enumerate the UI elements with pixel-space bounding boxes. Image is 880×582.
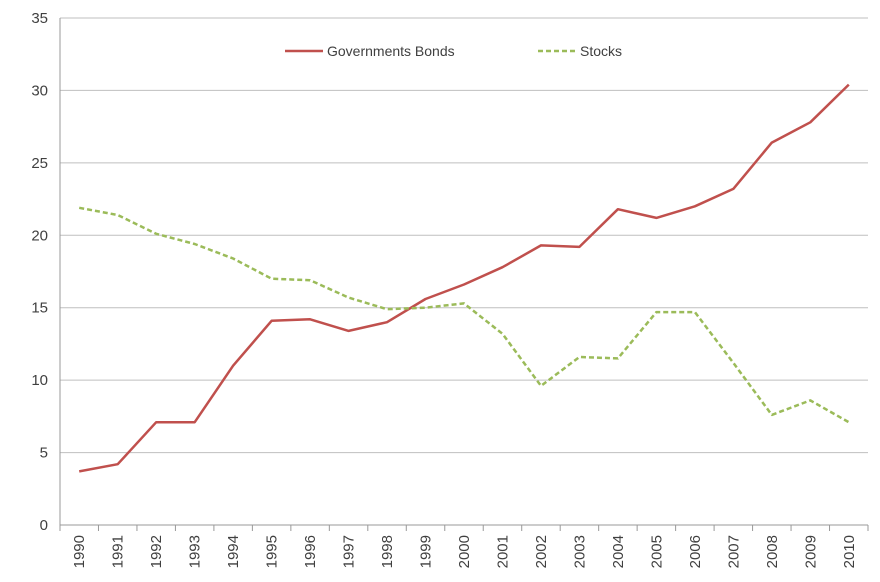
- x-tick-label: 2004: [610, 535, 627, 568]
- series-line-stocks: [78, 206, 850, 424]
- x-tick-label: 2002: [533, 535, 550, 568]
- legend-label: Stocks: [580, 43, 622, 59]
- y-tick-label: 10: [31, 372, 48, 389]
- grid-lines: [60, 17, 868, 454]
- legend-label: Governments Bonds: [327, 43, 455, 59]
- y-tick-label: 25: [31, 155, 48, 172]
- x-tick-label: 1997: [341, 535, 358, 568]
- tick-labels: 0 5 10 15 20 25 30 35 1990 1991 1992 1993 1994 1995 19…: [31, 10, 857, 568]
- y-tick-label: 35: [31, 10, 48, 27]
- x-tick-label: 2007: [725, 535, 742, 568]
- x-tick-label: 1994: [225, 535, 242, 568]
- x-tick-label: 2008: [764, 535, 781, 568]
- x-tick-label: 2010: [841, 535, 858, 568]
- x-tick-label: 1992: [148, 535, 165, 568]
- x-tick-label: 2006: [687, 535, 704, 568]
- x-tick-label: 2001: [494, 535, 511, 568]
- x-tick-label: 1998: [379, 535, 396, 568]
- x-tick-label: 2005: [648, 535, 665, 568]
- y-tick-label: 5: [40, 445, 48, 462]
- x-tick-label: 1999: [418, 535, 435, 568]
- x-tick-label: 2009: [802, 535, 819, 568]
- x-tick-label: 2000: [456, 535, 473, 568]
- x-tick-label: 1991: [110, 535, 127, 568]
- series-line-governments-bonds: [78, 83, 850, 473]
- y-tick-label: 15: [31, 300, 48, 317]
- y-tick-label: 30: [31, 82, 48, 99]
- x-tick-label: 1990: [71, 535, 88, 568]
- x-tick-label: 1996: [302, 535, 319, 568]
- y-tick-label: 0: [40, 517, 48, 534]
- x-tick-label: 1993: [187, 535, 204, 568]
- series-lines: [78, 83, 850, 473]
- legend: Governments Bonds Stocks: [285, 43, 622, 59]
- y-tick-label: 20: [31, 227, 48, 244]
- x-tick-label: 1995: [264, 535, 281, 568]
- x-tick-label: 2003: [571, 535, 588, 568]
- axes: [59, 18, 869, 531]
